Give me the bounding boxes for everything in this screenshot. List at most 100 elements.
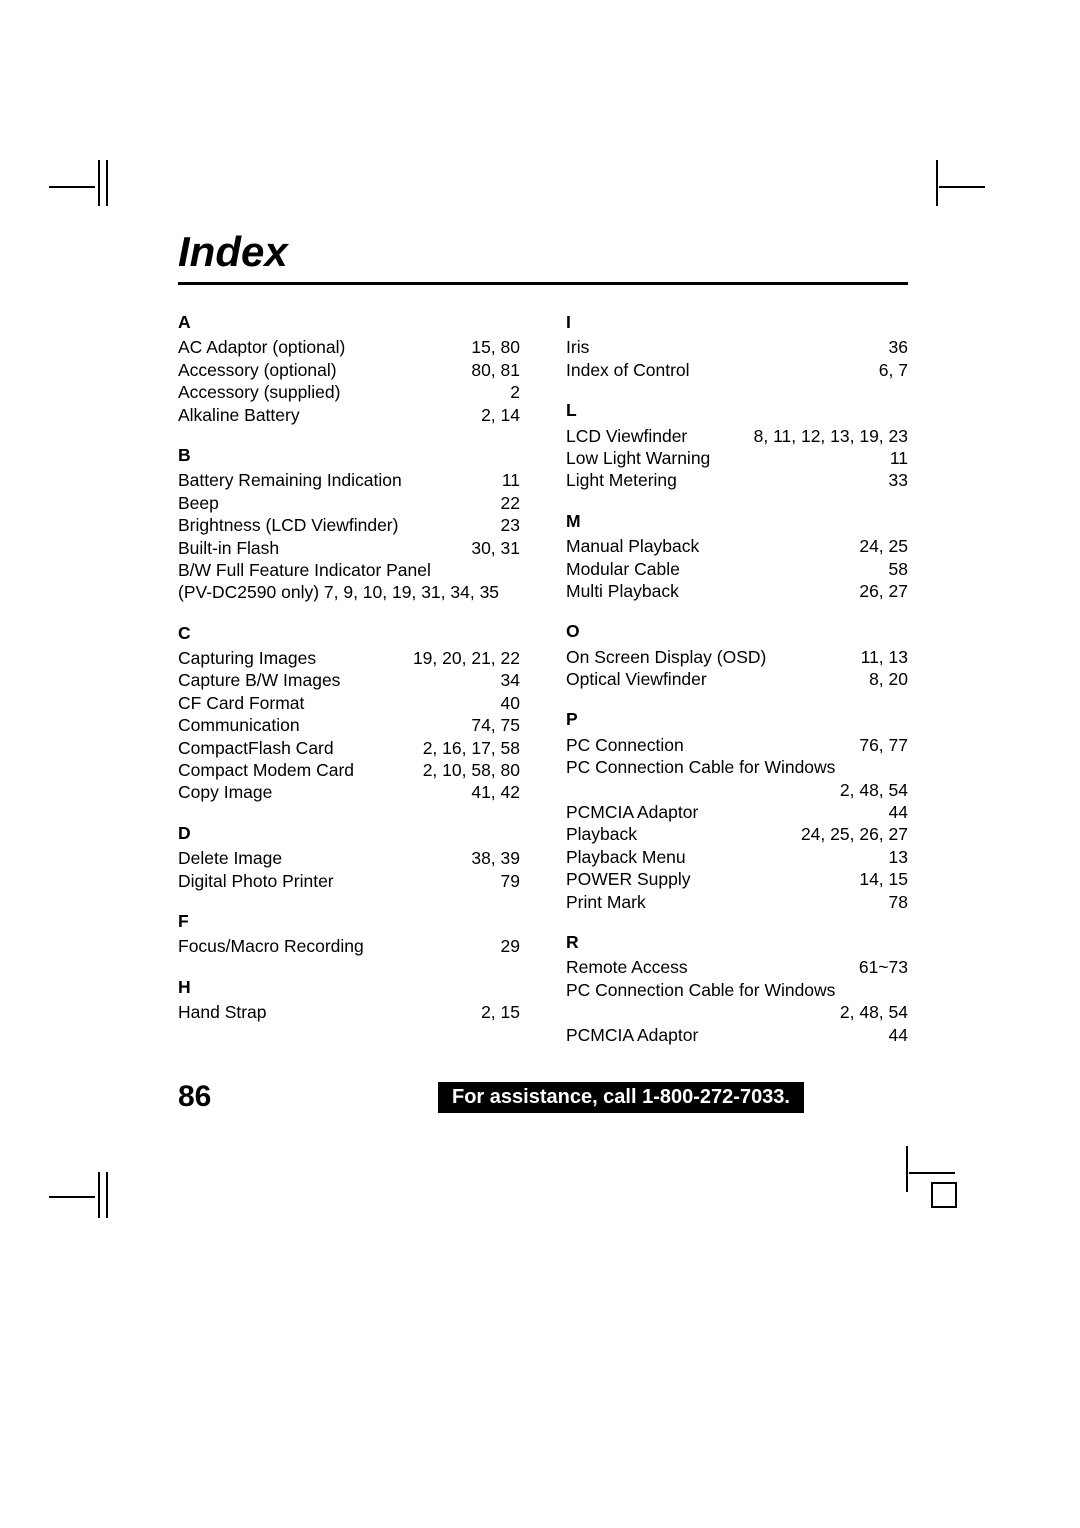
index-entry: 2, 48, 54 [566, 779, 908, 801]
letter-heading: P [566, 708, 908, 730]
index-pages: 76, 77 [859, 734, 908, 756]
index-pages: 19, 20, 21, 22 [413, 647, 520, 669]
index-pages: 24, 25 [859, 535, 908, 557]
index-entry: PC Connection76, 77 [566, 734, 908, 756]
assistance-bar: For assistance, call 1-800-272-7033. [438, 1082, 804, 1113]
index-entry: Low Light Warning11 [566, 447, 908, 469]
index-entry: Beep22 [178, 492, 520, 514]
index-term: Brightness (LCD Viewfinder) [178, 514, 501, 536]
page-title: Index [178, 228, 908, 276]
index-term: PC Connection [566, 734, 859, 756]
index-entry: Accessory (optional)80, 81 [178, 359, 520, 381]
index-pages: 22 [501, 492, 520, 514]
index-pages: 44 [889, 1024, 908, 1046]
index-column-left: A AC Adaptor (optional)15, 80 Accessory … [178, 311, 520, 1046]
index-entry: LCD Viewfinder8, 11, 12, 13, 19, 23 [566, 425, 908, 447]
index-term: PC Connection Cable for Windows [566, 756, 908, 778]
letter-heading: H [178, 976, 520, 998]
index-term: Capturing Images [178, 647, 413, 669]
page-footer: 86 For assistance, call 1-800-272-7033. [178, 1080, 908, 1114]
letter-heading: A [178, 311, 520, 333]
index-term: Alkaline Battery [178, 404, 481, 426]
index-pages: 11 [890, 447, 908, 469]
index-entry: CompactFlash Card2, 16, 17, 58 [178, 737, 520, 759]
index-entry: Hand Strap2, 15 [178, 1001, 520, 1023]
index-pages: 2, 16, 17, 58 [423, 737, 520, 759]
index-entry: Copy Image41, 42 [178, 781, 520, 803]
index-entry: POWER Supply14, 15 [566, 868, 908, 890]
index-columns: A AC Adaptor (optional)15, 80 Accessory … [178, 311, 908, 1046]
index-entry: Multi Playback26, 27 [566, 580, 908, 602]
index-pages: 29 [501, 935, 520, 957]
index-entry: Delete Image38, 39 [178, 847, 520, 869]
index-pages: 14, 15 [859, 868, 908, 890]
index-entry: Capture B/W Images34 [178, 669, 520, 691]
index-pages: 33 [889, 469, 908, 491]
index-pages: 44 [889, 801, 908, 823]
letter-heading: M [566, 510, 908, 532]
index-term: Remote Access [566, 956, 859, 978]
index-entry: On Screen Display (OSD)11, 13 [566, 646, 908, 668]
crop-mark-top-right [933, 160, 985, 208]
index-pages: 2, 10, 58, 80 [423, 759, 520, 781]
index-term: (PV-DC2590 only) 7, 9, 10, 19, 31, 34, 3… [178, 581, 520, 603]
index-entry: Accessory (supplied)2 [178, 381, 520, 403]
index-pages: 6, 7 [879, 359, 908, 381]
index-term: Index of Control [566, 359, 879, 381]
index-pages: 11, 13 [861, 646, 908, 668]
index-term: On Screen Display (OSD) [566, 646, 861, 668]
index-term: Accessory (optional) [178, 359, 471, 381]
index-entry: CF Card Format40 [178, 692, 520, 714]
index-term: Built-in Flash [178, 537, 471, 559]
index-term: Multi Playback [566, 580, 859, 602]
index-pages: 8, 20 [869, 668, 908, 690]
index-pages: 38, 39 [471, 847, 520, 869]
index-entry: Digital Photo Printer79 [178, 870, 520, 892]
crop-mark-bottom-left [95, 1170, 141, 1218]
index-term: LCD Viewfinder [566, 425, 754, 447]
index-pages: 2, 48, 54 [840, 779, 908, 801]
letter-heading: R [566, 931, 908, 953]
index-pages: 79 [501, 870, 520, 892]
index-term: PCMCIA Adaptor [566, 801, 889, 823]
index-column-right: I Iris36 Index of Control6, 7 L LCD View… [566, 311, 908, 1046]
index-entry: Iris36 [566, 336, 908, 358]
crop-mark-bottom-right [903, 1146, 985, 1218]
index-pages: 58 [889, 558, 908, 580]
index-entry: Alkaline Battery2, 14 [178, 404, 520, 426]
index-pages: 80, 81 [471, 359, 520, 381]
index-pages: 34 [501, 669, 520, 691]
index-pages: 8, 11, 12, 13, 19, 23 [754, 425, 908, 447]
index-entry: Built-in Flash30, 31 [178, 537, 520, 559]
index-entry: Print Mark78 [566, 891, 908, 913]
index-entry: Focus/Macro Recording29 [178, 935, 520, 957]
letter-heading: L [566, 399, 908, 421]
index-term: Modular Cable [566, 558, 889, 580]
index-entry: Battery Remaining Indication11 [178, 469, 520, 491]
index-term: Capture B/W Images [178, 669, 501, 691]
index-term: B/W Full Feature Indicator Panel [178, 559, 520, 581]
page-number: 86 [178, 1080, 328, 1114]
index-term: Print Mark [566, 891, 889, 913]
index-pages: 2, 15 [481, 1001, 520, 1023]
index-pages: 15, 80 [471, 336, 520, 358]
index-term: Focus/Macro Recording [178, 935, 501, 957]
index-term: Optical Viewfinder [566, 668, 869, 690]
index-term: Light Metering [566, 469, 889, 491]
index-pages: 26, 27 [859, 580, 908, 602]
index-entry: Communication74, 75 [178, 714, 520, 736]
index-pages: 2 [510, 381, 520, 403]
index-entry: B/W Full Feature Indicator Panel [178, 559, 520, 581]
index-pages: 61~73 [859, 956, 908, 978]
index-term: Beep [178, 492, 501, 514]
index-entry: (PV-DC2590 only) 7, 9, 10, 19, 31, 34, 3… [178, 581, 520, 603]
index-term: Hand Strap [178, 1001, 481, 1023]
index-entry: PCMCIA Adaptor44 [566, 1024, 908, 1046]
index-entry: Manual Playback24, 25 [566, 535, 908, 557]
index-pages: 13 [889, 846, 908, 868]
letter-heading: B [178, 444, 520, 466]
index-term: CompactFlash Card [178, 737, 423, 759]
index-term: AC Adaptor (optional) [178, 336, 471, 358]
index-entry: Playback24, 25, 26, 27 [566, 823, 908, 845]
index-entry: PC Connection Cable for Windows [566, 979, 908, 1001]
